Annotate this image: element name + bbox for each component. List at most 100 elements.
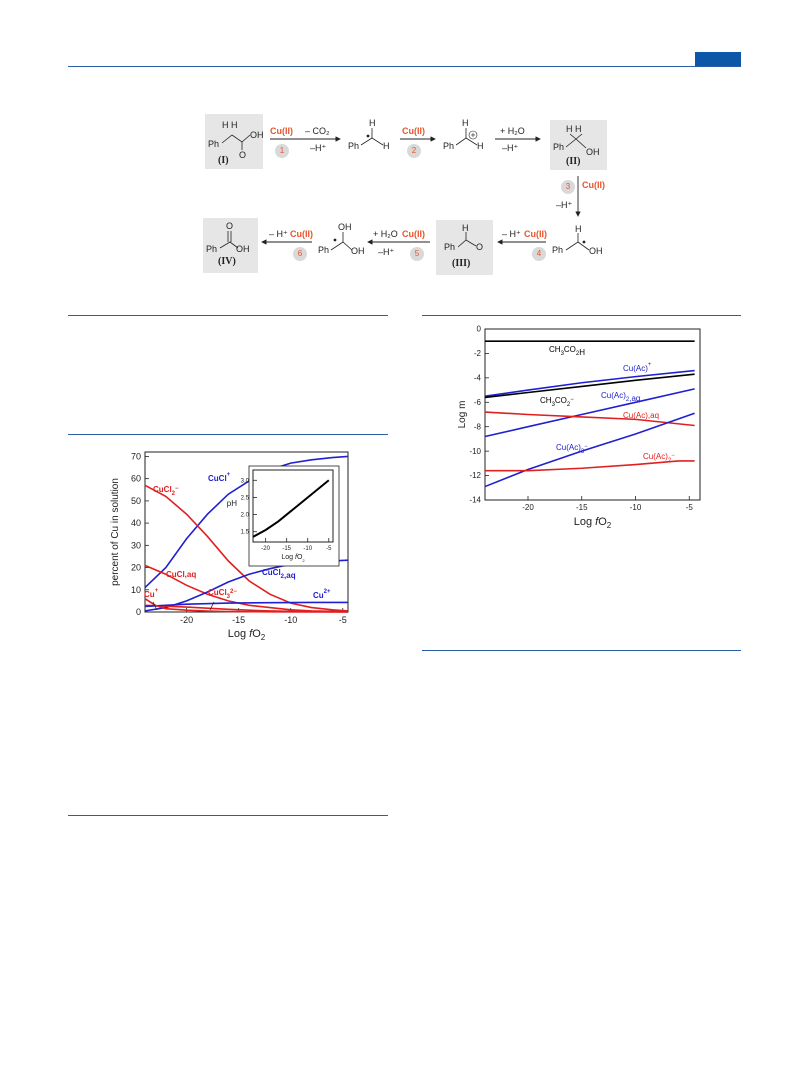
figure-rule-left-top: [68, 434, 388, 435]
atom-oh: OH: [250, 130, 264, 140]
left-ytick-label: 70: [131, 451, 141, 461]
atom-h-rad2: H: [575, 224, 582, 234]
compound-label-IV: (IV): [218, 256, 236, 267]
inset-xlabel: Log fO2: [281, 554, 305, 563]
left-series-label: CuCl32−: [208, 588, 237, 600]
right-series-label: CH3CO2H: [549, 345, 585, 357]
atom-oh-II: OH: [586, 147, 600, 157]
left-ytick-label: 20: [131, 563, 141, 573]
atom-oh-diol-1: OH: [338, 222, 352, 232]
right-series-line: [484, 412, 695, 488]
right-frame: [484, 328, 701, 501]
step-6: 6: [293, 247, 307, 261]
compound-box-I: [205, 114, 263, 169]
atom-o-III: O: [476, 242, 484, 252]
bond-I: [221, 134, 251, 150]
left-ytick-label: 40: [131, 518, 141, 528]
left-xtick-label: -5: [339, 615, 347, 625]
reagent-h-5: –H⁺: [378, 247, 395, 257]
reagent-h-2: –H⁺: [502, 143, 519, 153]
left-series-line: [144, 484, 349, 612]
catalyst-3: Cu(II): [582, 180, 605, 190]
inset-ytick-label: 1.5: [241, 530, 250, 536]
step-1: 1: [275, 144, 289, 158]
right-xtick-label: -15: [576, 503, 588, 512]
right-ytick-label: 0: [477, 325, 482, 334]
right-ytick-label: -14: [469, 496, 481, 505]
atom-ph-radical: Ph: [348, 141, 360, 151]
right-series-line: [484, 373, 695, 399]
catalyst-1: Cu(II): [270, 126, 293, 136]
right-ytick-label: -2: [474, 349, 482, 358]
atom-ph-rad2: Ph: [552, 245, 564, 255]
chart-cu-percent: -20 -15 -10 -5 0 10 20 30 40 50 60 70 percent of Cu …: [110, 451, 349, 642]
reagent-h2o-2: + H₂O: [373, 229, 398, 239]
reagent-h-6: – H⁺: [269, 229, 288, 239]
left-series-label: CuCl+: [208, 472, 231, 483]
compound-box-II: [550, 120, 607, 170]
section-rule-right-1: [422, 315, 741, 316]
left-ylabel: percent of Cu in solution: [110, 478, 121, 586]
right-series-label: Cu(Ac)+: [623, 362, 652, 373]
right-xtick-label: -5: [686, 503, 694, 512]
section-rule-left-1: [68, 315, 388, 316]
atom-ph-cation: Ph: [443, 141, 455, 151]
right-series-line: [484, 388, 695, 438]
right-series-label: Cu(Ac),aq: [623, 411, 659, 420]
compound-label-III: (III): [452, 258, 471, 269]
catalyst-5: Cu(II): [402, 229, 425, 239]
left-xlabel: Log fO2: [228, 628, 266, 642]
atom-ph-III: Ph: [444, 242, 456, 252]
left-xtick-label: -20: [180, 615, 193, 625]
right-xtick-label: -20: [522, 503, 534, 512]
reagent-h-3: –H⁺: [556, 200, 573, 210]
right-series-line: [484, 369, 695, 397]
left-series-label: CuCl2−: [153, 485, 179, 497]
atom-h-radical: H: [369, 118, 376, 128]
left-series-line: [144, 601, 348, 608]
figure-rule-right-bottom: [422, 650, 741, 651]
atom-ph-II: Ph: [553, 142, 565, 152]
step-5: 5: [410, 247, 424, 261]
inset-ytick-label: 2.5: [241, 495, 250, 501]
atom-ph-IV: Ph: [206, 244, 218, 254]
reagent-co2: – CO₂: [305, 126, 330, 136]
atom-h-cation-2: H: [477, 141, 484, 151]
step-3: 3: [561, 180, 575, 194]
atom-hh: H H: [222, 120, 238, 130]
right-ytick-label: -8: [474, 422, 482, 431]
right-series-label: Cu(Ac)2,aq: [601, 391, 640, 403]
left-ytick-label: 10: [131, 585, 141, 595]
inset-series-line: [252, 479, 330, 538]
atom-o: O: [239, 150, 247, 160]
inset-xtick-label: -20: [261, 546, 270, 552]
right-xlabel: Log fO2: [574, 516, 612, 530]
reaction-scheme: H H OH Ph O (I) Cu(II) – CO₂ –H⁺ 1 H Ph …: [190, 108, 620, 288]
left-series-label: CuCl,aq: [166, 570, 196, 579]
inset-ytick-label: 2.0: [241, 513, 250, 519]
inset-frame: [252, 469, 334, 543]
right-ytick-label: -4: [474, 374, 482, 383]
catalyst-2: Cu(II): [402, 126, 425, 136]
atom-ph: Ph: [208, 139, 220, 149]
compound-box-III: [436, 220, 493, 275]
right-ytick-label: -6: [474, 398, 482, 407]
right-series-line: [484, 411, 695, 427]
left-xtick-label: -10: [284, 615, 297, 625]
step-2: 2: [407, 144, 421, 158]
left-ytick-label: 60: [131, 474, 141, 484]
atom-ph-diol: Ph: [318, 245, 330, 255]
scheme-arrows: [219, 128, 590, 251]
left-series-line: [144, 597, 349, 613]
right-xtick-label: -10: [630, 503, 642, 512]
figure-rule-left-bottom: [68, 815, 388, 816]
left-series-label: Cu2+: [313, 589, 331, 600]
right-series-label: CH3CO2−: [540, 396, 574, 408]
step-4: 4: [532, 247, 546, 261]
reagent-h2o-1: + H₂O: [500, 126, 525, 136]
atom-h-III: H: [462, 223, 469, 233]
right-series-line: [485, 460, 695, 472]
inset-ytick-label: 3.0: [241, 478, 250, 484]
right-series-label: Cu(Ac)2−: [643, 452, 675, 464]
inset-xtick-label: -10: [303, 546, 312, 552]
